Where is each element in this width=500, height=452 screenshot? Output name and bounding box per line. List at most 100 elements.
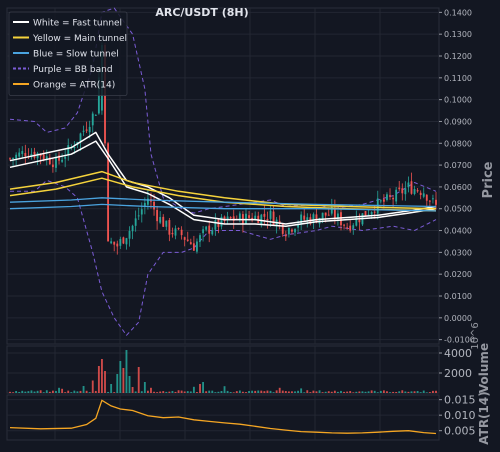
candle-body <box>349 225 352 231</box>
volume-bar <box>428 392 431 393</box>
candle <box>110 237 113 245</box>
volume-bar <box>343 391 345 393</box>
candle-body <box>202 229 205 234</box>
volume-bar <box>39 390 42 393</box>
volume-bar <box>245 392 247 393</box>
volume-bar <box>257 390 260 393</box>
candle <box>422 187 425 199</box>
candle-body <box>337 213 339 219</box>
volume-bar <box>284 391 287 393</box>
candle <box>58 151 60 165</box>
volume-bar <box>104 371 106 393</box>
volume-bar <box>223 386 226 393</box>
candle-body <box>318 217 321 224</box>
volume-bar <box>214 392 217 393</box>
price-tick-label: -0.0100 <box>444 336 475 345</box>
volume-bar <box>382 390 385 393</box>
candle-body <box>401 188 404 194</box>
price-series-line-2 <box>9 170 437 210</box>
candle <box>24 144 27 165</box>
volume-bar <box>153 391 155 393</box>
candle-body <box>12 157 14 159</box>
candle <box>82 125 85 136</box>
volume-bar <box>220 390 223 393</box>
volume-bar <box>42 392 45 393</box>
candle <box>196 238 198 254</box>
candle <box>278 215 281 230</box>
volume-bar <box>107 391 109 393</box>
price-tick-label: 0.0700 <box>444 161 472 170</box>
price-series-line-5 <box>9 203 437 212</box>
price-series-line-3 <box>9 177 437 212</box>
candle <box>291 228 293 235</box>
candle <box>171 227 174 238</box>
candle <box>401 183 404 201</box>
price-tick-label: 0.1300 <box>444 30 472 39</box>
volume-bar <box>70 392 73 393</box>
price-tick-label: 0.1200 <box>444 52 472 61</box>
candle <box>407 176 410 193</box>
candle-body <box>119 239 122 246</box>
volume-bar <box>12 392 14 393</box>
candle-body <box>382 199 385 202</box>
volume-bar <box>116 374 119 393</box>
candle <box>214 213 217 236</box>
candle <box>73 141 76 154</box>
candle <box>343 223 345 230</box>
candle <box>419 190 422 200</box>
candle-body <box>321 212 324 219</box>
legend-label: Orange = ATR(14) <box>33 81 115 91</box>
volume-bar <box>303 392 306 393</box>
volume-bar <box>425 392 428 393</box>
volume-bar <box>297 390 300 393</box>
volume-bar <box>260 390 263 393</box>
candle <box>67 138 70 161</box>
volume-bar <box>235 391 238 393</box>
candle-body <box>324 212 327 216</box>
candle-body <box>183 237 186 240</box>
volume-bar <box>251 390 254 393</box>
candle-body <box>36 153 39 159</box>
volume-bar <box>226 390 229 393</box>
candle-body <box>153 201 155 210</box>
candle-body <box>122 237 125 244</box>
volume-bar <box>254 390 257 393</box>
candle-body <box>281 224 284 234</box>
candle <box>379 199 382 204</box>
volume-bar <box>337 391 339 393</box>
candle <box>425 194 428 206</box>
volume-bar <box>389 392 391 393</box>
candle <box>122 236 125 245</box>
price-tick-label: 0.0900 <box>444 117 472 126</box>
candle-body <box>340 212 342 226</box>
volume-bar <box>306 390 309 393</box>
candle <box>284 230 287 241</box>
candle-body <box>272 211 275 225</box>
volume-bar <box>263 391 266 393</box>
volume-bar <box>131 387 134 393</box>
candle-body <box>113 241 116 245</box>
volume-tick-label: 4000 <box>444 347 472 360</box>
candle <box>202 225 205 242</box>
candle-body <box>254 215 257 220</box>
candle-body <box>425 194 428 201</box>
candle-body <box>177 228 180 230</box>
candle-body <box>284 234 287 237</box>
candle-body <box>171 232 174 235</box>
atr-line-0 <box>9 399 437 435</box>
candle <box>174 225 177 240</box>
volume-bar <box>315 391 318 393</box>
candle <box>428 199 431 207</box>
chart-title: ARC/USDT (8H) <box>155 6 248 19</box>
candle <box>94 114 97 116</box>
volume-bar <box>361 391 364 393</box>
volume-bar <box>318 390 321 393</box>
candle <box>91 111 94 133</box>
volume-bar <box>398 391 401 393</box>
candle <box>128 226 131 247</box>
candle-body <box>186 239 189 241</box>
volume-bar <box>379 390 382 393</box>
volume-bar <box>183 391 186 393</box>
candle-body <box>134 218 137 226</box>
candle <box>386 192 388 202</box>
